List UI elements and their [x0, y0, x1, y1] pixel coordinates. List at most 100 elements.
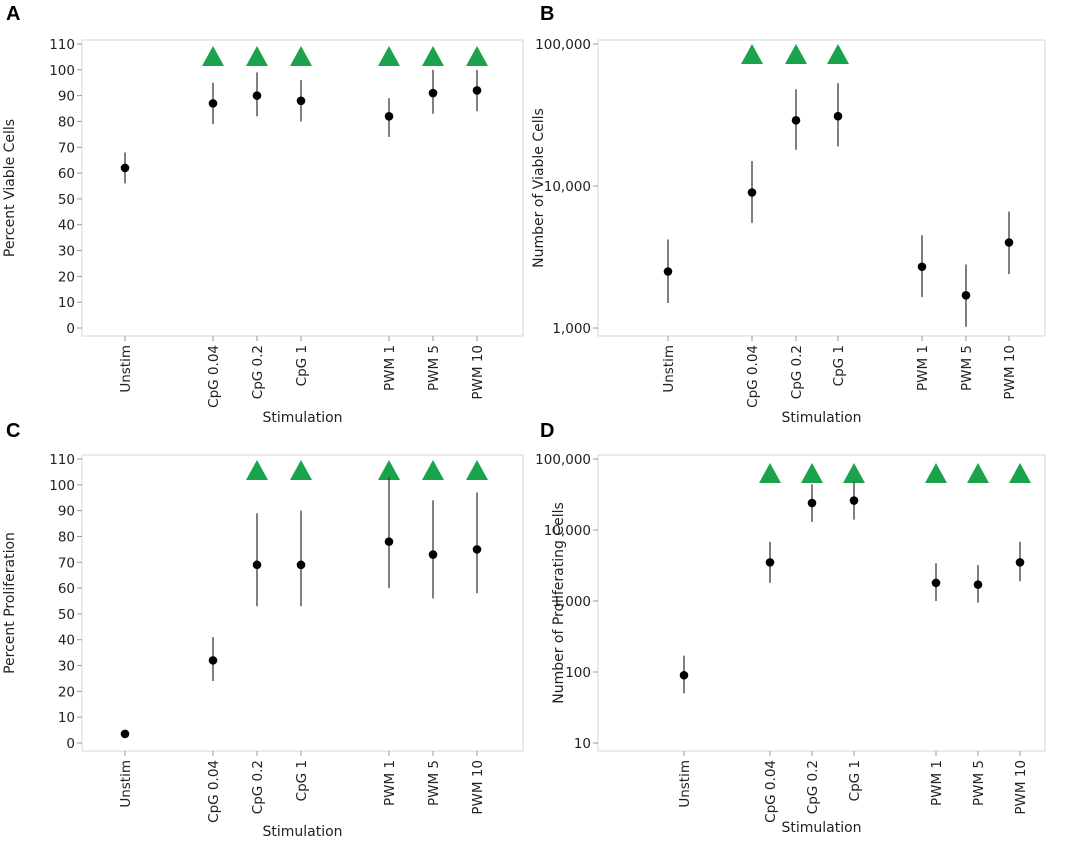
- data-point: [961, 290, 971, 300]
- y-tick-label: 10: [58, 710, 75, 726]
- data-point: [663, 267, 673, 276]
- data-point: [296, 560, 306, 570]
- significance-triangle: [925, 463, 947, 483]
- x-tick-label: CpG 1: [847, 760, 863, 801]
- y-tick-label: 60: [58, 581, 75, 597]
- data-point: [833, 111, 843, 121]
- x-tick-label: CpG 0.2: [250, 760, 266, 814]
- data-point: [765, 558, 775, 567]
- panel-b: B 1,000 10,000 100,000 Unstim CpG 0.04 CpG 0.…: [531, 3, 1046, 426]
- x-tick-label: PWM 10: [1002, 345, 1018, 400]
- panel-letter-d: D: [540, 420, 554, 442]
- x-tick-label: PWM 1: [382, 345, 398, 391]
- significance-triangle: [785, 44, 807, 64]
- y-tick-label: 10: [58, 295, 75, 311]
- y-tick-label: 0: [66, 736, 75, 752]
- plot-area-b: [597, 39, 1046, 337]
- y-tick-label: 110: [49, 452, 75, 468]
- x-tick-label: PWM 1: [382, 760, 398, 806]
- significance-triangle: [801, 463, 823, 483]
- x-tick-label: PWM 10: [470, 760, 486, 815]
- x-tick-label: Unstim: [118, 760, 134, 808]
- y-tick-label: 50: [58, 192, 75, 208]
- data-point: [791, 116, 801, 125]
- x-tick-label: CpG 0.04: [763, 760, 779, 823]
- y-tick-label: 20: [58, 684, 75, 700]
- significance-triangle: [202, 46, 224, 66]
- x-tick-label: PWM 1: [915, 345, 931, 391]
- x-axis-title: Stimulation: [262, 410, 342, 426]
- x-tick-label: CpG 0.04: [206, 345, 222, 408]
- y-tick-label: 60: [58, 166, 75, 182]
- y-tick-label: 110: [49, 37, 75, 53]
- x-tick-label: Unstim: [661, 345, 677, 393]
- x-tick-label: Unstim: [118, 345, 134, 393]
- x-tick-label: PWM 5: [971, 760, 987, 806]
- y-tick-label: 10,000: [544, 179, 591, 195]
- x-tick-label: PWM 10: [470, 345, 486, 400]
- x-tick-label: CpG 1: [294, 760, 310, 801]
- x-tick-label: CpG 0.04: [745, 345, 761, 408]
- panel-d: D 10 100 1,000 10,000 100,000 Unstim CpG 0.04 C…: [535, 420, 1046, 836]
- panel-c: C 0 10 20 30 40 50 60 70 80 90 100 110 Unstim CpG 0.0…: [2, 420, 524, 840]
- data-point: [807, 498, 817, 508]
- y-tick-label: 100: [49, 63, 75, 79]
- plot-area-a: [81, 39, 524, 337]
- plot-area-d: [597, 454, 1046, 752]
- y-tick-label: 70: [58, 555, 75, 571]
- significance-triangle: [378, 460, 400, 480]
- y-axis-title: Number of Viable Cells: [531, 108, 547, 268]
- x-tick-label: CpG 1: [294, 345, 310, 386]
- significance-triangle: [378, 46, 400, 66]
- significance-triangle: [843, 463, 865, 483]
- x-axis-title: Stimulation: [781, 820, 861, 836]
- x-tick-label: CpG 0.2: [805, 760, 821, 814]
- y-axis-title: Percent Proliferation: [2, 532, 18, 674]
- data-point: [973, 580, 983, 589]
- significance-triangle: [827, 44, 849, 64]
- y-tick-label: 1,000: [552, 321, 591, 337]
- data-point: [384, 111, 394, 121]
- y-tick-label: 100,000: [535, 37, 591, 53]
- data-point: [1015, 558, 1025, 567]
- significance-triangle: [466, 46, 488, 66]
- x-tick-label: CpG 0.04: [206, 760, 222, 823]
- data-point: [472, 545, 482, 554]
- y-tick-label: 50: [58, 607, 75, 623]
- y-tick-label: 80: [58, 114, 75, 130]
- x-tick-label: PWM 5: [959, 345, 975, 391]
- x-tick-label: CpG 0.2: [250, 345, 266, 399]
- y-tick-label: 20: [58, 269, 75, 285]
- significance-triangle: [1009, 463, 1031, 483]
- x-tick-label: PWM 5: [426, 345, 442, 391]
- data-point: [252, 91, 262, 100]
- panel-a: A 0 10 20 30 40 50 60 70 80 90 100 110 Unstim CpG 0.0…: [2, 3, 524, 426]
- significance-triangle: [466, 460, 488, 480]
- y-tick-label: 10,000: [544, 523, 591, 539]
- x-tick-label: CpG 0.2: [789, 345, 805, 399]
- x-tick-label: Unstim: [677, 760, 693, 808]
- data-point: [208, 656, 218, 665]
- y-tick-label: 100: [565, 665, 591, 681]
- y-tick-label: 40: [58, 633, 75, 649]
- y-tick-label: 0: [66, 321, 75, 337]
- data-point: [120, 729, 130, 739]
- significance-triangle: [246, 46, 268, 66]
- significance-triangle: [759, 463, 781, 483]
- y-tick-label: 80: [58, 529, 75, 545]
- data-point: [208, 99, 218, 108]
- y-tick-label: 30: [58, 244, 75, 260]
- y-tick-label: 100: [49, 478, 75, 494]
- panel-letter-b: B: [540, 3, 554, 25]
- y-tick-label: 100,000: [535, 452, 591, 468]
- x-tick-label: PWM 1: [929, 760, 945, 806]
- significance-triangle: [967, 463, 989, 483]
- data-point: [679, 670, 689, 680]
- y-tick-label: 90: [58, 89, 75, 105]
- data-point: [296, 96, 306, 106]
- plot-area-c: [81, 454, 524, 752]
- significance-triangle: [290, 460, 312, 480]
- significance-triangle: [290, 46, 312, 66]
- significance-triangle: [422, 46, 444, 66]
